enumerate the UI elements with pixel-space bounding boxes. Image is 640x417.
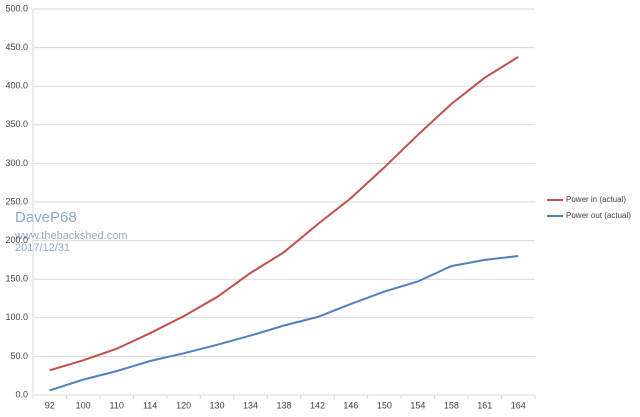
x-tick-label: 130 <box>210 400 225 410</box>
x-tick-label: 158 <box>444 400 459 410</box>
y-tick-label: 350.0 <box>5 119 28 129</box>
y-tick-label: 50.0 <box>10 351 28 361</box>
x-tick-label: 110 <box>109 400 123 410</box>
x-tick-label: 146 <box>343 400 358 410</box>
x-tick-label: 150 <box>377 400 392 410</box>
y-tick-label: 450.0 <box>5 42 28 52</box>
y-tick-label: 250.0 <box>5 196 28 206</box>
series-line <box>49 255 519 392</box>
y-tick-label: 100.0 <box>5 312 28 322</box>
watermark: www.thebackshed.com <box>14 230 128 242</box>
x-tick-label: 164 <box>511 400 526 410</box>
watermark: DaveP68 <box>15 209 77 226</box>
y-tick-label: 400.0 <box>5 81 28 91</box>
x-tick-label: 100 <box>76 400 91 410</box>
x-tick-label: 142 <box>310 400 325 410</box>
series-line <box>49 56 519 372</box>
legend-label: Power in (actual) <box>566 195 626 204</box>
y-tick-label: 500.0 <box>5 3 28 13</box>
x-tick-label: 92 <box>45 400 55 410</box>
y-tick-label: 200.0 <box>5 235 28 245</box>
x-tick-label: 154 <box>410 400 425 410</box>
y-tick-label: 150.0 <box>5 274 28 284</box>
x-tick-label: 138 <box>276 400 291 410</box>
legend-label: Power out (actual) <box>566 211 631 220</box>
x-tick-label: 161 <box>477 400 492 410</box>
watermark: 2017/12/31 <box>15 242 70 254</box>
x-tick-label: 120 <box>176 400 191 410</box>
x-tick-label: 114 <box>143 400 157 410</box>
y-tick-label: 0.0 <box>15 389 28 399</box>
y-tick-label: 300.0 <box>5 158 28 168</box>
x-tick-label: 134 <box>243 400 258 410</box>
